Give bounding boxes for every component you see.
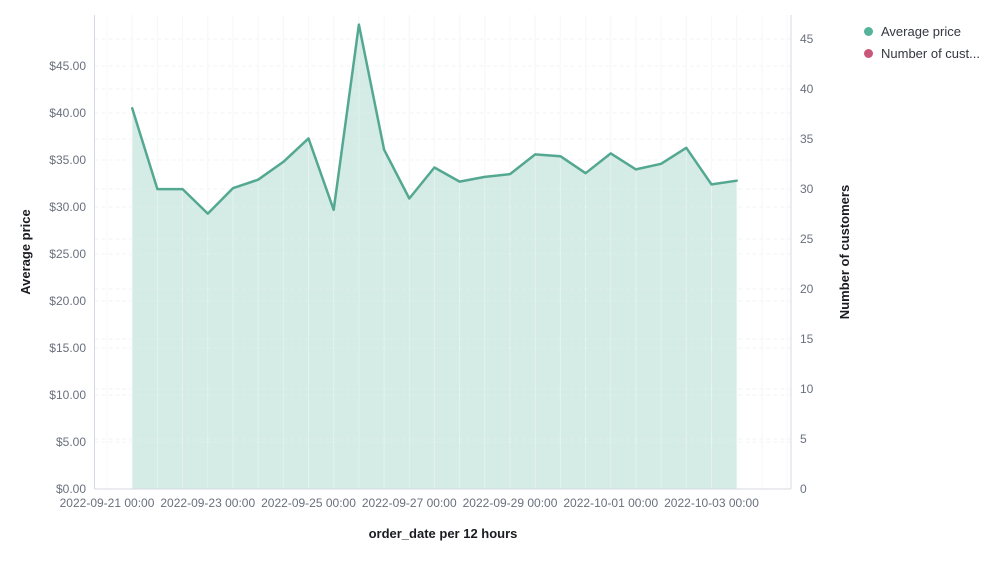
legend-label: Average price bbox=[881, 24, 961, 39]
y-left-tick-label: $40.00 bbox=[49, 106, 86, 120]
series-line bbox=[130, 23, 738, 215]
y-right-tick-label: 0 bbox=[800, 482, 807, 496]
y-right-tick-label: 10 bbox=[800, 382, 814, 396]
y-right-tick-label: 15 bbox=[800, 332, 814, 346]
y-axis-left-title: Average price bbox=[18, 209, 33, 295]
y-left-tick-label: $25.00 bbox=[49, 247, 86, 261]
y-left-tick-label: $45.00 bbox=[49, 59, 86, 73]
legend-item-average-price[interactable]: Average price bbox=[864, 24, 980, 39]
y-right-tick-label: 5 bbox=[800, 432, 807, 446]
legend-swatch-icon bbox=[864, 27, 873, 36]
x-tick-label: 2022-09-21 00:00 bbox=[60, 496, 155, 510]
legend-swatch-icon bbox=[864, 49, 873, 58]
x-tick-label: 2022-10-03 00:00 bbox=[664, 496, 759, 510]
y-axis-left-tick-labels: $0.00 $5.00 $10.00 $15.00 $20.00 $25.00 $30.00… bbox=[49, 59, 86, 496]
x-tick-label: 2022-09-29 00:00 bbox=[463, 496, 558, 510]
y-left-tick-label: $15.00 bbox=[49, 341, 86, 355]
x-tick-label: 2022-09-27 00:00 bbox=[362, 496, 457, 510]
y-axis-right-title: Number of customers bbox=[837, 185, 852, 319]
y-right-tick-label: 25 bbox=[800, 232, 814, 246]
plot-area[interactable] bbox=[95, 15, 792, 489]
y-left-tick-label: $10.00 bbox=[49, 388, 86, 402]
y-right-tick-label: 35 bbox=[800, 132, 814, 146]
axis-lines bbox=[94, 15, 792, 490]
y-left-tick-label: $5.00 bbox=[56, 435, 86, 449]
x-tick-label: 2022-10-01 00:00 bbox=[563, 496, 658, 510]
y-right-tick-label: 45 bbox=[800, 32, 814, 46]
y-right-tick-label: 30 bbox=[800, 182, 814, 196]
area-series-line bbox=[130, 23, 738, 215]
y-left-tick-label: $0.00 bbox=[56, 482, 86, 496]
legend-item-number-of-customers[interactable]: Number of cust... bbox=[864, 46, 980, 61]
y-left-tick-label: $35.00 bbox=[49, 153, 86, 167]
x-tick-label: 2022-09-25 00:00 bbox=[261, 496, 356, 510]
y-axis-right-tick-labels: 0 5 10 15 20 25 30 35 40 45 bbox=[800, 32, 814, 496]
gridlines-overlay bbox=[94, 15, 791, 490]
y-left-tick-label: $20.00 bbox=[49, 294, 86, 308]
y-right-tick-label: 20 bbox=[800, 282, 814, 296]
x-axis-title: order_date per 12 hours bbox=[369, 526, 518, 541]
y-left-tick-label: $30.00 bbox=[49, 200, 86, 214]
y-right-tick-label: 40 bbox=[800, 82, 814, 96]
legend-label: Number of cust... bbox=[881, 46, 980, 61]
legend: Average price Number of cust... bbox=[864, 24, 980, 61]
x-axis-tick-labels: 2022-09-21 00:00 2022-09-23 00:00 2022-09-… bbox=[60, 496, 760, 510]
x-tick-label: 2022-09-23 00:00 bbox=[160, 496, 255, 510]
